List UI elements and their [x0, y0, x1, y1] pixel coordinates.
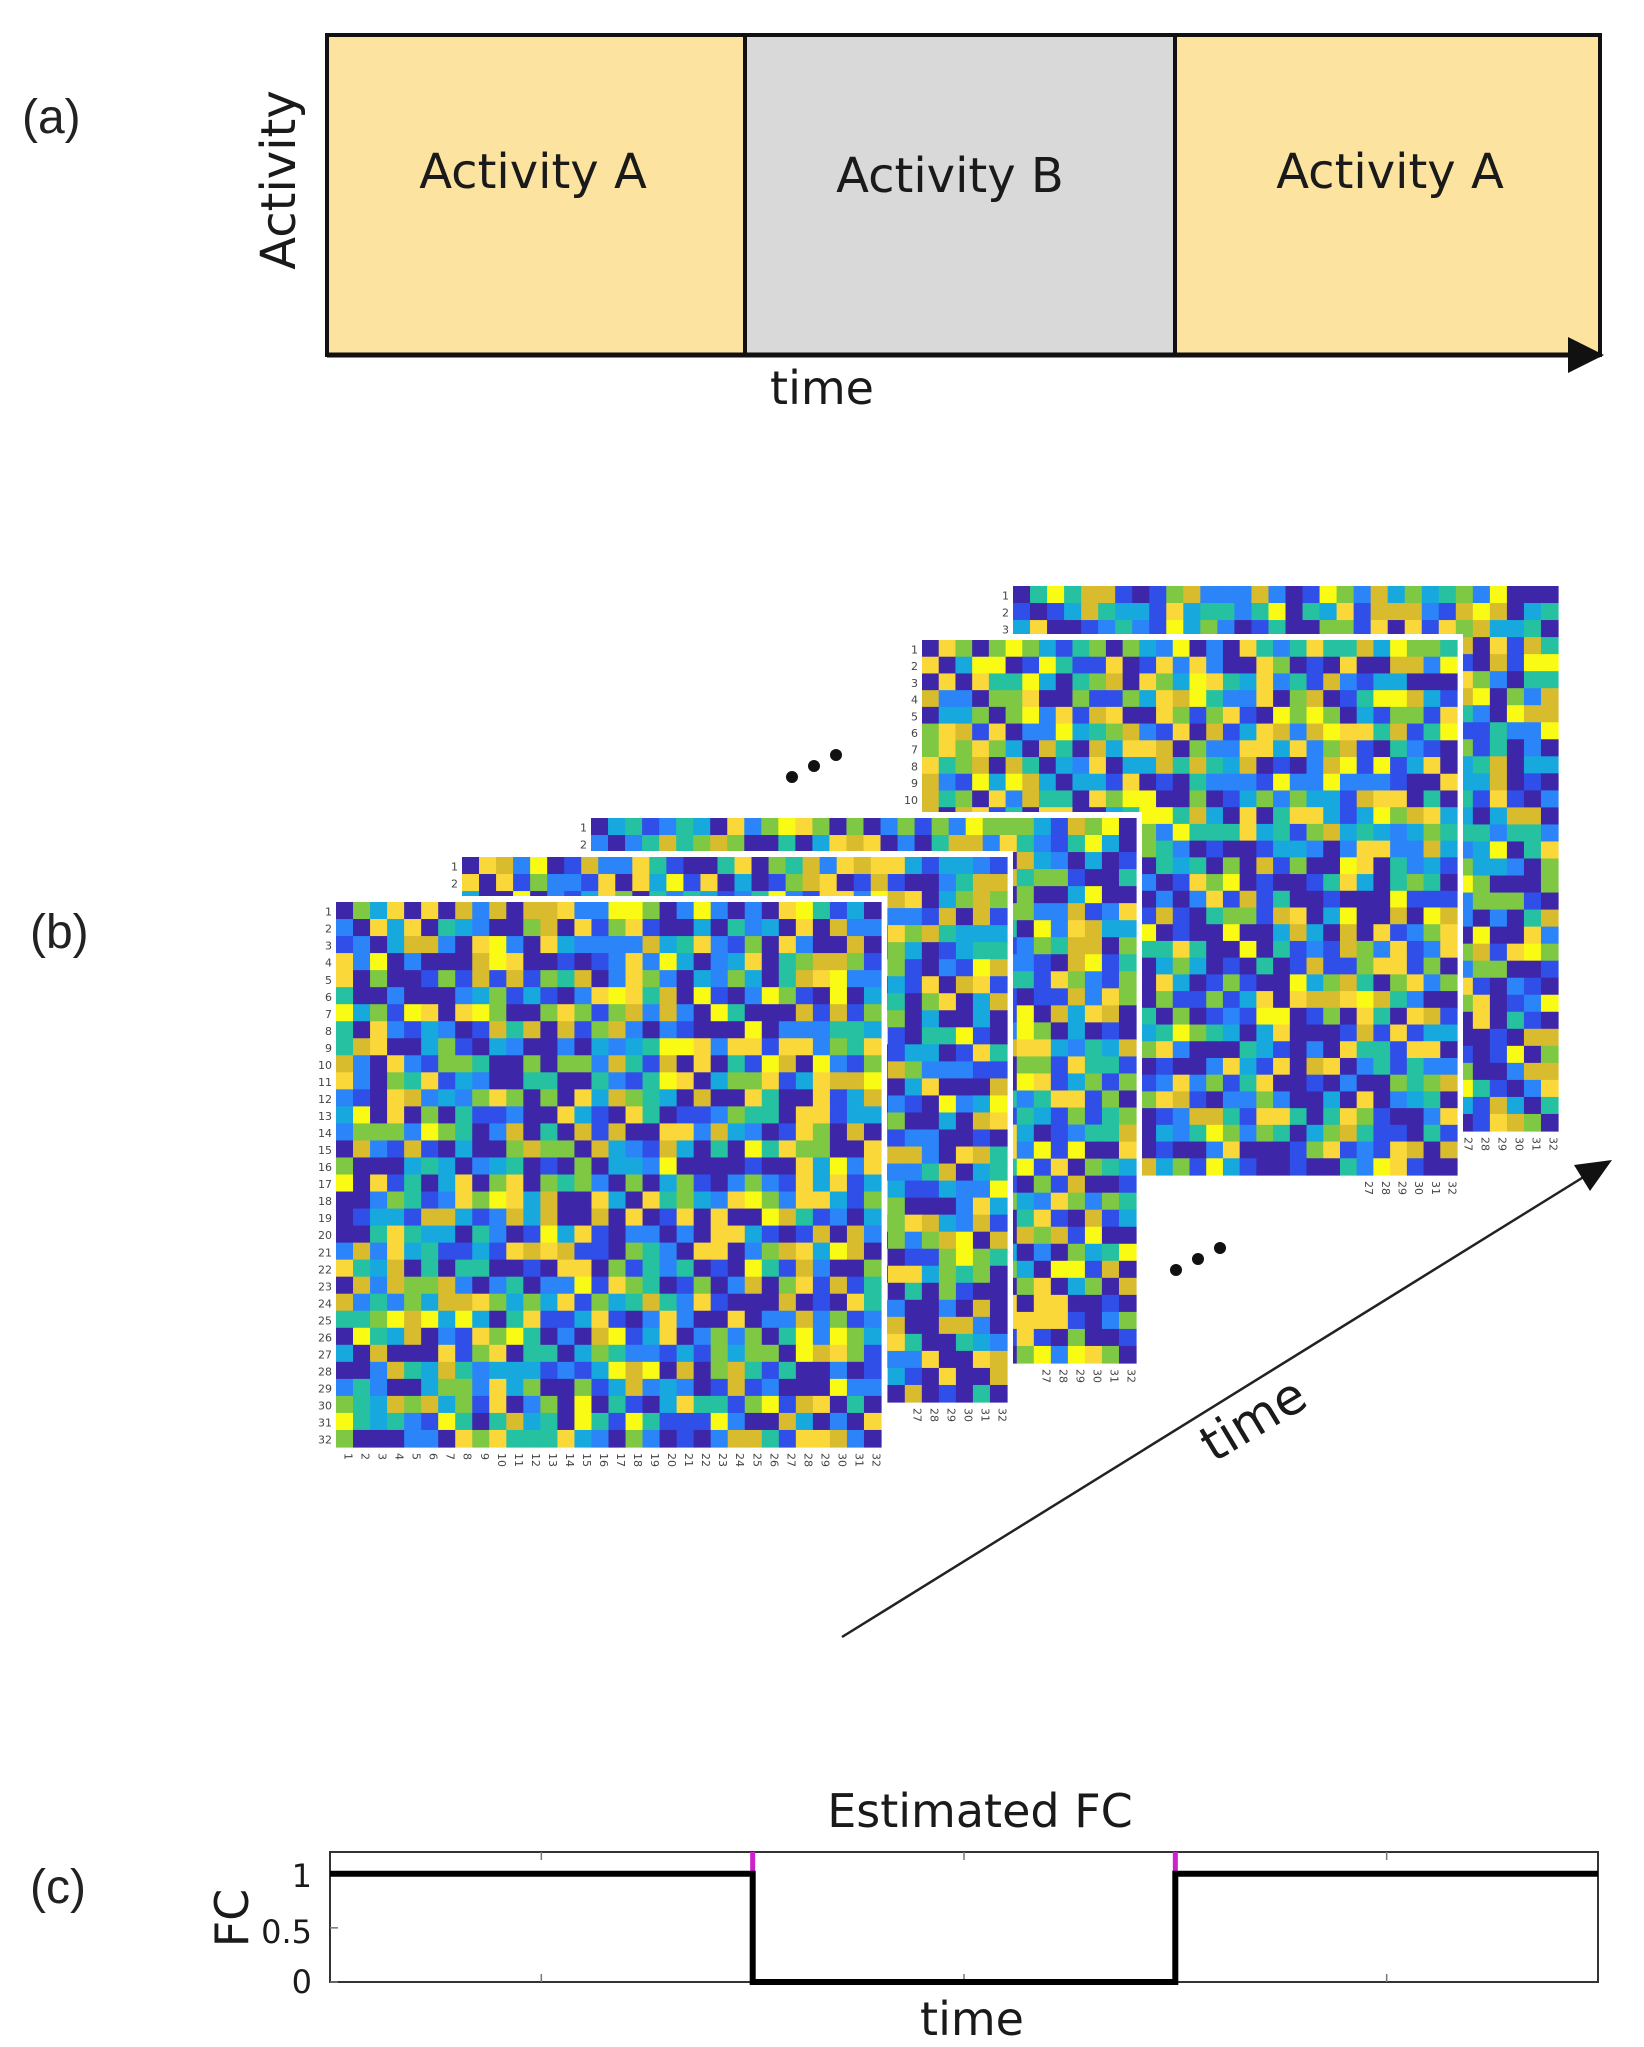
- svg-text:31: 31: [1107, 1369, 1120, 1383]
- svg-text:10: 10: [904, 794, 918, 807]
- panel-c-x-label: time: [920, 1992, 1024, 2046]
- svg-text:27: 27: [1039, 1369, 1052, 1383]
- svg-text:1: 1: [911, 643, 918, 656]
- svg-text:3: 3: [1002, 624, 1009, 637]
- ellipsis-bottom: [1170, 1242, 1226, 1276]
- svg-text:28: 28: [1478, 1137, 1491, 1151]
- svg-text:7: 7: [911, 744, 918, 757]
- panel-c-chart: Estimated FC 1 0.5 0 FC time: [205, 1784, 1599, 2046]
- panel-a-y-label: Activity: [251, 90, 307, 270]
- panel-c-label: (c): [30, 1861, 86, 1914]
- svg-text:2: 2: [580, 839, 587, 852]
- svg-text:30: 30: [961, 1408, 974, 1422]
- svg-text:28: 28: [1379, 1181, 1392, 1195]
- svg-text:3: 3: [911, 677, 918, 690]
- svg-text:5: 5: [911, 710, 918, 723]
- svg-text:31: 31: [1529, 1137, 1542, 1151]
- panel-a-label: (a): [22, 91, 81, 144]
- time-axis-arrowhead: [1568, 337, 1604, 373]
- svg-text:8: 8: [911, 760, 918, 773]
- svg-text:6: 6: [911, 727, 918, 740]
- svg-text:2: 2: [451, 878, 458, 891]
- svg-text:32: 32: [995, 1408, 1008, 1422]
- svg-text:2: 2: [911, 660, 918, 673]
- svg-text:32: 32: [1446, 1181, 1459, 1195]
- panel-a-diagram: Activity A Activity B Activity A Activit…: [251, 33, 1604, 415]
- svg-text:29: 29: [944, 1408, 957, 1422]
- svg-text:31: 31: [1429, 1181, 1442, 1195]
- y-tick-label-0: 0: [292, 1963, 312, 2001]
- segment-label-3: Activity A: [1276, 144, 1504, 200]
- fc-line: [330, 1870, 1598, 1985]
- panel-c-y-label: FC: [205, 1889, 259, 1948]
- chart-title: Estimated FC: [827, 1784, 1133, 1838]
- svg-text:28: 28: [1056, 1369, 1069, 1383]
- svg-text:30: 30: [1412, 1181, 1425, 1195]
- svg-text:30: 30: [1090, 1369, 1103, 1383]
- svg-text:9: 9: [911, 777, 918, 790]
- panel-a-x-label: time: [770, 361, 874, 415]
- svg-text:27: 27: [910, 1408, 923, 1422]
- panel-b-label: (b): [30, 906, 89, 959]
- svg-text:29: 29: [1073, 1369, 1086, 1383]
- svg-text:2: 2: [1002, 607, 1009, 620]
- svg-text:1: 1: [451, 861, 458, 874]
- svg-text:27: 27: [1362, 1181, 1375, 1195]
- panel-b-time-arrow: [841, 1171, 1591, 1639]
- svg-text:29: 29: [1495, 1137, 1508, 1151]
- ellipsis-top: [786, 749, 842, 783]
- svg-text:4: 4: [911, 694, 918, 707]
- svg-text:27: 27: [1461, 1137, 1474, 1151]
- y-tick-label-0-5: 0.5: [261, 1913, 312, 1951]
- svg-text:31: 31: [978, 1408, 991, 1422]
- fc-matrix-5: 1234567891011121314151617181920212223242…: [306, 896, 887, 1497]
- svg-text:32: 32: [1124, 1369, 1137, 1383]
- svg-text:28: 28: [927, 1408, 940, 1422]
- svg-text:32: 32: [1546, 1137, 1559, 1151]
- y-tick-label-1: 1: [292, 1857, 312, 1895]
- svg-text:29: 29: [1395, 1181, 1408, 1195]
- segment-label-2: Activity B: [836, 148, 1064, 204]
- segment-label-1: Activity A: [419, 144, 647, 200]
- panel-b-time-arrowhead: [1574, 1160, 1612, 1191]
- svg-text:30: 30: [1512, 1137, 1525, 1151]
- svg-text:1: 1: [1002, 590, 1009, 603]
- svg-text:1: 1: [580, 822, 587, 835]
